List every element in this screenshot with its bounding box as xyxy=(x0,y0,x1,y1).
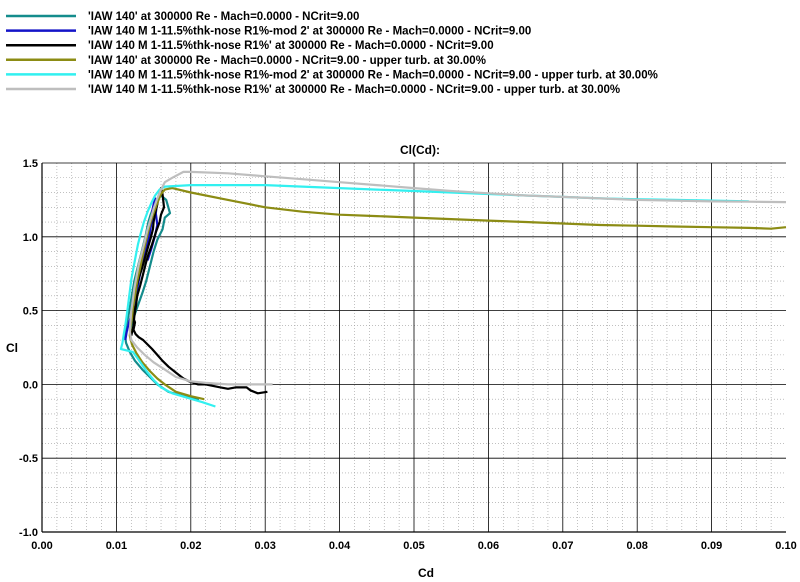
y-tick-label: -1.0 xyxy=(19,527,38,539)
x-tick-label: 0.04 xyxy=(329,540,351,552)
y-tick-label: 0.0 xyxy=(23,379,38,391)
x-tick-label: 0.07 xyxy=(552,540,573,552)
x-tick-label: 0.00 xyxy=(31,540,52,552)
x-tick-label: 0.06 xyxy=(478,540,499,552)
x-tick-label: 0.08 xyxy=(626,540,647,552)
legend-label-4: 'IAW 140' at 300000 Re - Mach=0.0000 - N… xyxy=(88,55,486,67)
plot-frame xyxy=(41,162,786,533)
series-line-6 xyxy=(128,170,787,386)
y-tick-label: 1.0 xyxy=(23,232,38,244)
chart-legend: 'IAW 140' at 300000 Re - Mach=0.0000 - N… xyxy=(6,11,658,96)
x-tick-label: 0.01 xyxy=(106,540,127,552)
series-lines xyxy=(119,170,787,408)
legend-label-2: 'IAW 140 M 1-11.5%thk-nose R1%-mod 2' at… xyxy=(88,26,531,38)
legend-label-5: 'IAW 140 M 1-11.5%thk-nose R1%-mod 2' at… xyxy=(88,69,658,81)
x-tick-label: 0.05 xyxy=(403,540,424,552)
x-tick-label: 0.03 xyxy=(254,540,275,552)
legend-label-6: 'IAW 140 M 1-11.5%thk-nose R1%' at 30000… xyxy=(88,84,620,96)
y-axis-title: Cl xyxy=(6,341,18,355)
x-tick-label: 0.09 xyxy=(701,540,722,552)
legend-label-1: 'IAW 140' at 300000 Re - Mach=0.0000 - N… xyxy=(88,11,359,23)
y-tick-labels: 1.5 1.0 0.5 0.0 -0.5 -1.0 xyxy=(19,158,38,539)
chart-title: Cl(Cd): xyxy=(400,143,440,157)
y-tick-label: -0.5 xyxy=(19,453,38,465)
y-tick-label: 0.5 xyxy=(23,306,38,318)
y-tick-label: 1.5 xyxy=(23,158,38,170)
legend-label-3: 'IAW 140 M 1-11.5%thk-nose R1%' at 30000… xyxy=(88,40,494,52)
x-axis-title: Cd xyxy=(418,566,434,580)
x-tick-labels: 0.00 0.01 0.02 0.03 0.04 0.05 0.06 0.07 0.08 0.09… xyxy=(31,540,796,552)
x-tick-label: 0.02 xyxy=(180,540,201,552)
x-tick-label: 0.10 xyxy=(775,540,796,552)
series-line-4 xyxy=(128,187,787,401)
